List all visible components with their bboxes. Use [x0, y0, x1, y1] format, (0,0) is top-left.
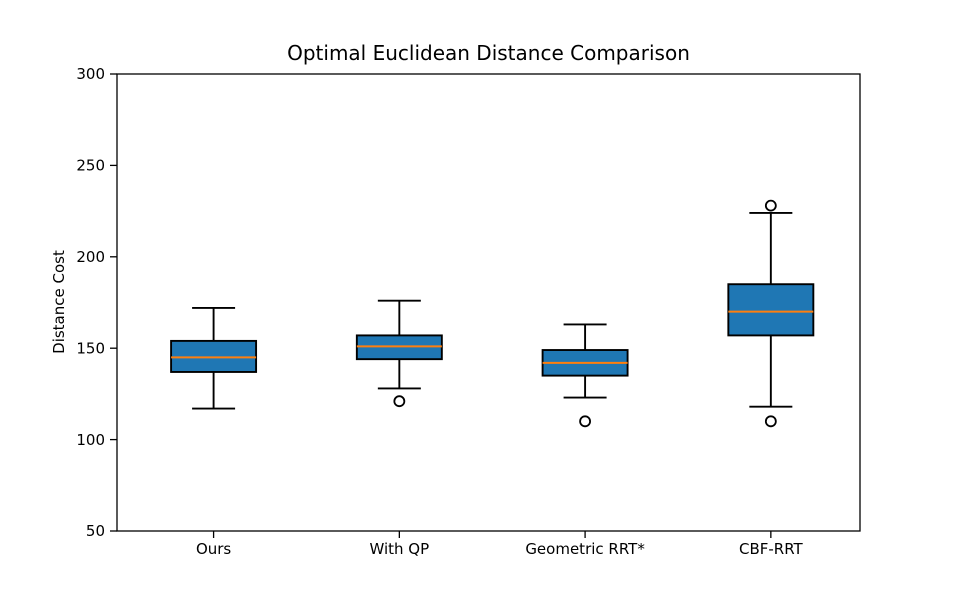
- outlier-marker: [764, 415, 777, 428]
- outlier-marker: [393, 395, 406, 408]
- box-cbf-rrt: [727, 199, 815, 428]
- x-tick-label: Geometric RRT*: [525, 540, 645, 558]
- y-tick-label: 100: [76, 431, 105, 449]
- y-tick-label: 150: [76, 339, 105, 357]
- y-tick-label: 200: [76, 248, 105, 266]
- outlier-marker: [764, 199, 777, 212]
- chart-title: Optimal Euclidean Distance Comparison: [287, 41, 690, 65]
- box-geometric-rrt-: [541, 323, 629, 428]
- x-tick-label: CBF-RRT: [739, 540, 804, 558]
- y-tick-label: 300: [76, 65, 105, 83]
- box-ours: [170, 307, 258, 410]
- y-tick-label: 250: [76, 157, 105, 175]
- y-tick-label: 50: [86, 522, 105, 540]
- x-tick-label: Ours: [196, 540, 231, 558]
- x-tick-label: With QP: [369, 540, 429, 558]
- outlier-marker: [579, 415, 591, 428]
- box-with-qp: [355, 299, 443, 408]
- plot-frame: [116, 73, 861, 532]
- iqr-box: [727, 283, 815, 337]
